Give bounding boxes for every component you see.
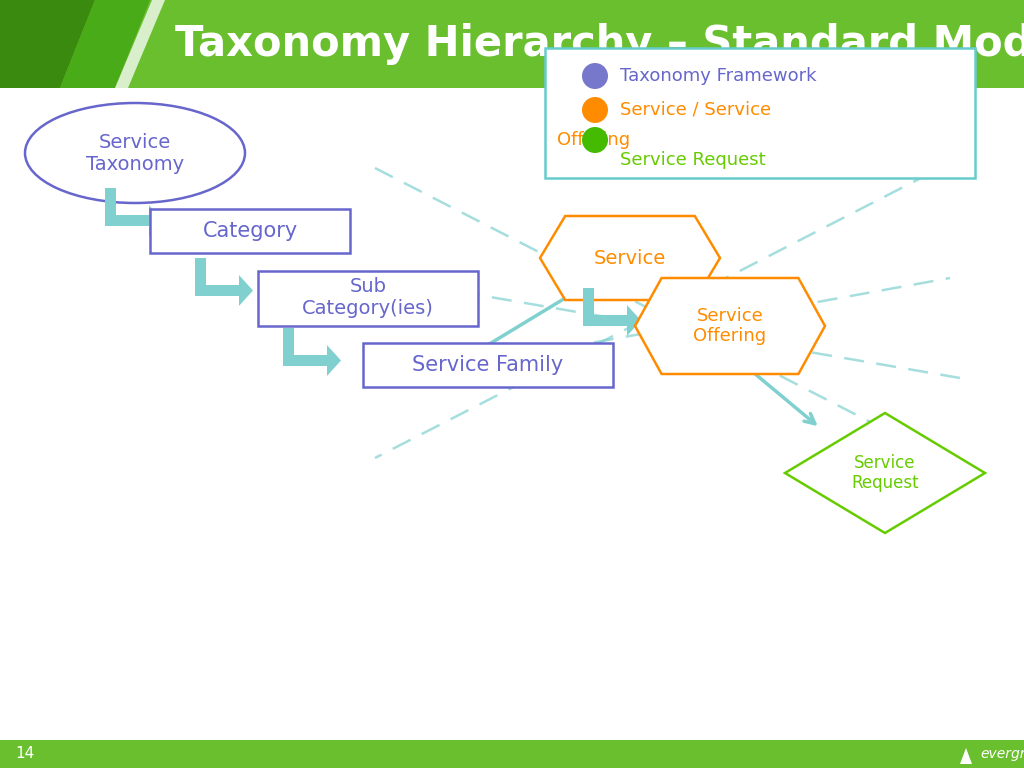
Text: Category: Category (203, 221, 298, 241)
Polygon shape (540, 216, 720, 300)
FancyArrow shape (583, 305, 641, 336)
Text: Service
Request: Service Request (851, 454, 919, 492)
FancyArrow shape (105, 205, 163, 236)
Text: Service Family: Service Family (413, 355, 563, 375)
Text: Sub
Category(ies): Sub Category(ies) (302, 277, 434, 319)
Circle shape (582, 127, 608, 153)
Polygon shape (635, 278, 825, 374)
Text: 14: 14 (15, 746, 34, 762)
FancyBboxPatch shape (0, 740, 1024, 768)
FancyArrow shape (283, 345, 341, 376)
Polygon shape (961, 748, 972, 764)
Text: Service: Service (594, 249, 667, 267)
Text: Taxonomy Hierarchy – Standard Model: Taxonomy Hierarchy – Standard Model (175, 23, 1024, 65)
FancyBboxPatch shape (545, 48, 975, 178)
Polygon shape (60, 0, 150, 88)
Ellipse shape (25, 103, 245, 203)
Circle shape (582, 63, 608, 89)
FancyBboxPatch shape (583, 288, 594, 326)
Polygon shape (115, 0, 165, 88)
FancyBboxPatch shape (105, 188, 116, 226)
FancyArrow shape (195, 275, 253, 306)
Circle shape (582, 97, 608, 123)
FancyBboxPatch shape (195, 258, 206, 296)
FancyBboxPatch shape (362, 343, 613, 387)
FancyBboxPatch shape (150, 209, 350, 253)
FancyBboxPatch shape (258, 270, 478, 326)
Text: Taxonomy Framework: Taxonomy Framework (620, 67, 816, 85)
Text: evergreen: evergreen (980, 747, 1024, 761)
FancyBboxPatch shape (283, 328, 294, 366)
Text: Offering: Offering (557, 131, 630, 149)
Polygon shape (0, 0, 95, 88)
Text: Service
Taxonomy: Service Taxonomy (86, 133, 184, 174)
Text: Service / Service: Service / Service (620, 101, 771, 119)
FancyBboxPatch shape (0, 0, 1024, 88)
Polygon shape (785, 413, 985, 533)
Text: Service Request: Service Request (620, 151, 766, 169)
Text: Service
Offering: Service Offering (693, 306, 767, 346)
